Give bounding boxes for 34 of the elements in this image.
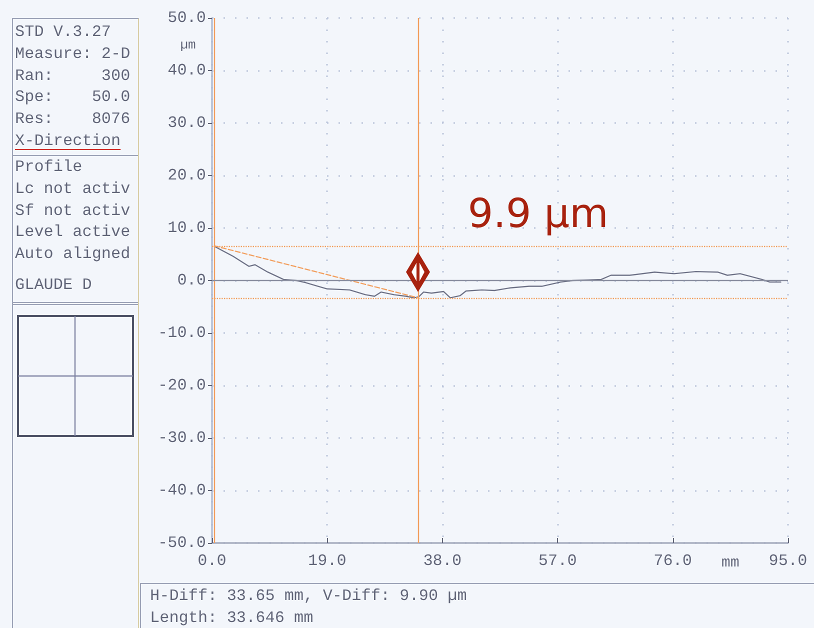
text: X-Direction [15, 130, 122, 152]
y-tick-label: 20.0 [168, 166, 206, 184]
text: Lc not activ [15, 178, 132, 200]
text: Level active [15, 222, 132, 244]
annotation: 9.9 µm [468, 190, 609, 237]
y-tick-label: -20.0 [158, 376, 206, 394]
text: Sf not activ [15, 200, 132, 222]
x-axis-title: mm [721, 554, 740, 572]
x-tick-label: 76.0 [654, 552, 692, 570]
text: STD V.3.27 [15, 22, 112, 43]
text: Auto aligned [15, 244, 132, 266]
y-tick-label: -40.0 [158, 482, 206, 500]
y-tick-label: -30.0 [158, 429, 206, 447]
text: Profile [15, 157, 84, 178]
text: Length: 33.646 mm [150, 608, 314, 628]
text: Res: 8076 [15, 109, 132, 130]
x-tick-label: 95.0 [768, 552, 808, 570]
text: Spe: 50.0 [15, 87, 132, 108]
y-tick-label: -10.0 [158, 324, 206, 342]
y-tick-label: 50.0 [168, 9, 206, 27]
y-tick-label: 30.0 [168, 114, 206, 132]
text: H-Diff: 33.65 mm, V-Diff: 9.90 µm [150, 586, 468, 607]
y-tick-label: 40.0 [168, 62, 206, 80]
y-axis-title: µm [180, 38, 196, 52]
x-tick-label: 0.0 [198, 552, 226, 570]
x-tick-label: 57.0 [538, 552, 577, 570]
x-tick-label: 19.0 [308, 552, 346, 570]
x-tick-label: 38.0 [423, 552, 462, 570]
y-tick-label: 10.0 [168, 219, 206, 237]
y-tick-label: -50.0 [158, 534, 206, 552]
text: Measure: 2-D [15, 44, 132, 65]
text: GLAUDE D [15, 274, 93, 296]
y-tick-label: 0.0 [177, 272, 206, 290]
text: Ran: 300 [15, 66, 132, 87]
